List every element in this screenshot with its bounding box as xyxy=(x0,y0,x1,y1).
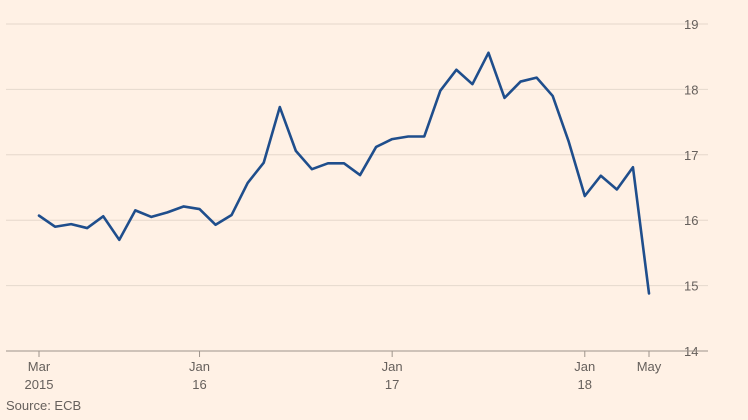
y-tick-label: 18 xyxy=(684,82,698,97)
x-tick-label-year: 16 xyxy=(192,377,206,392)
x-axis-ticks: Mar 2015 Jan 16 Jan 17 Jan 18 May xyxy=(25,351,662,392)
y-tick-label: 15 xyxy=(684,279,698,294)
y-tick-label: 19 xyxy=(684,17,698,32)
y-tick-label: 16 xyxy=(684,213,698,228)
x-tick-label-year: 18 xyxy=(578,377,592,392)
y-tick-label: 17 xyxy=(684,148,698,163)
x-tick-label-year: 2015 xyxy=(25,377,54,392)
series-line xyxy=(37,51,651,295)
source-note: Source: ECB xyxy=(6,398,82,413)
x-tick-label: Mar xyxy=(28,359,51,374)
x-tick-label: May xyxy=(637,359,662,374)
grid-lines xyxy=(6,23,708,287)
x-tick-label: Jan xyxy=(382,359,403,374)
x-tick-label-year: 17 xyxy=(385,377,399,392)
x-tick-label: Jan xyxy=(574,359,595,374)
x-tick-label: Jan xyxy=(189,359,210,374)
